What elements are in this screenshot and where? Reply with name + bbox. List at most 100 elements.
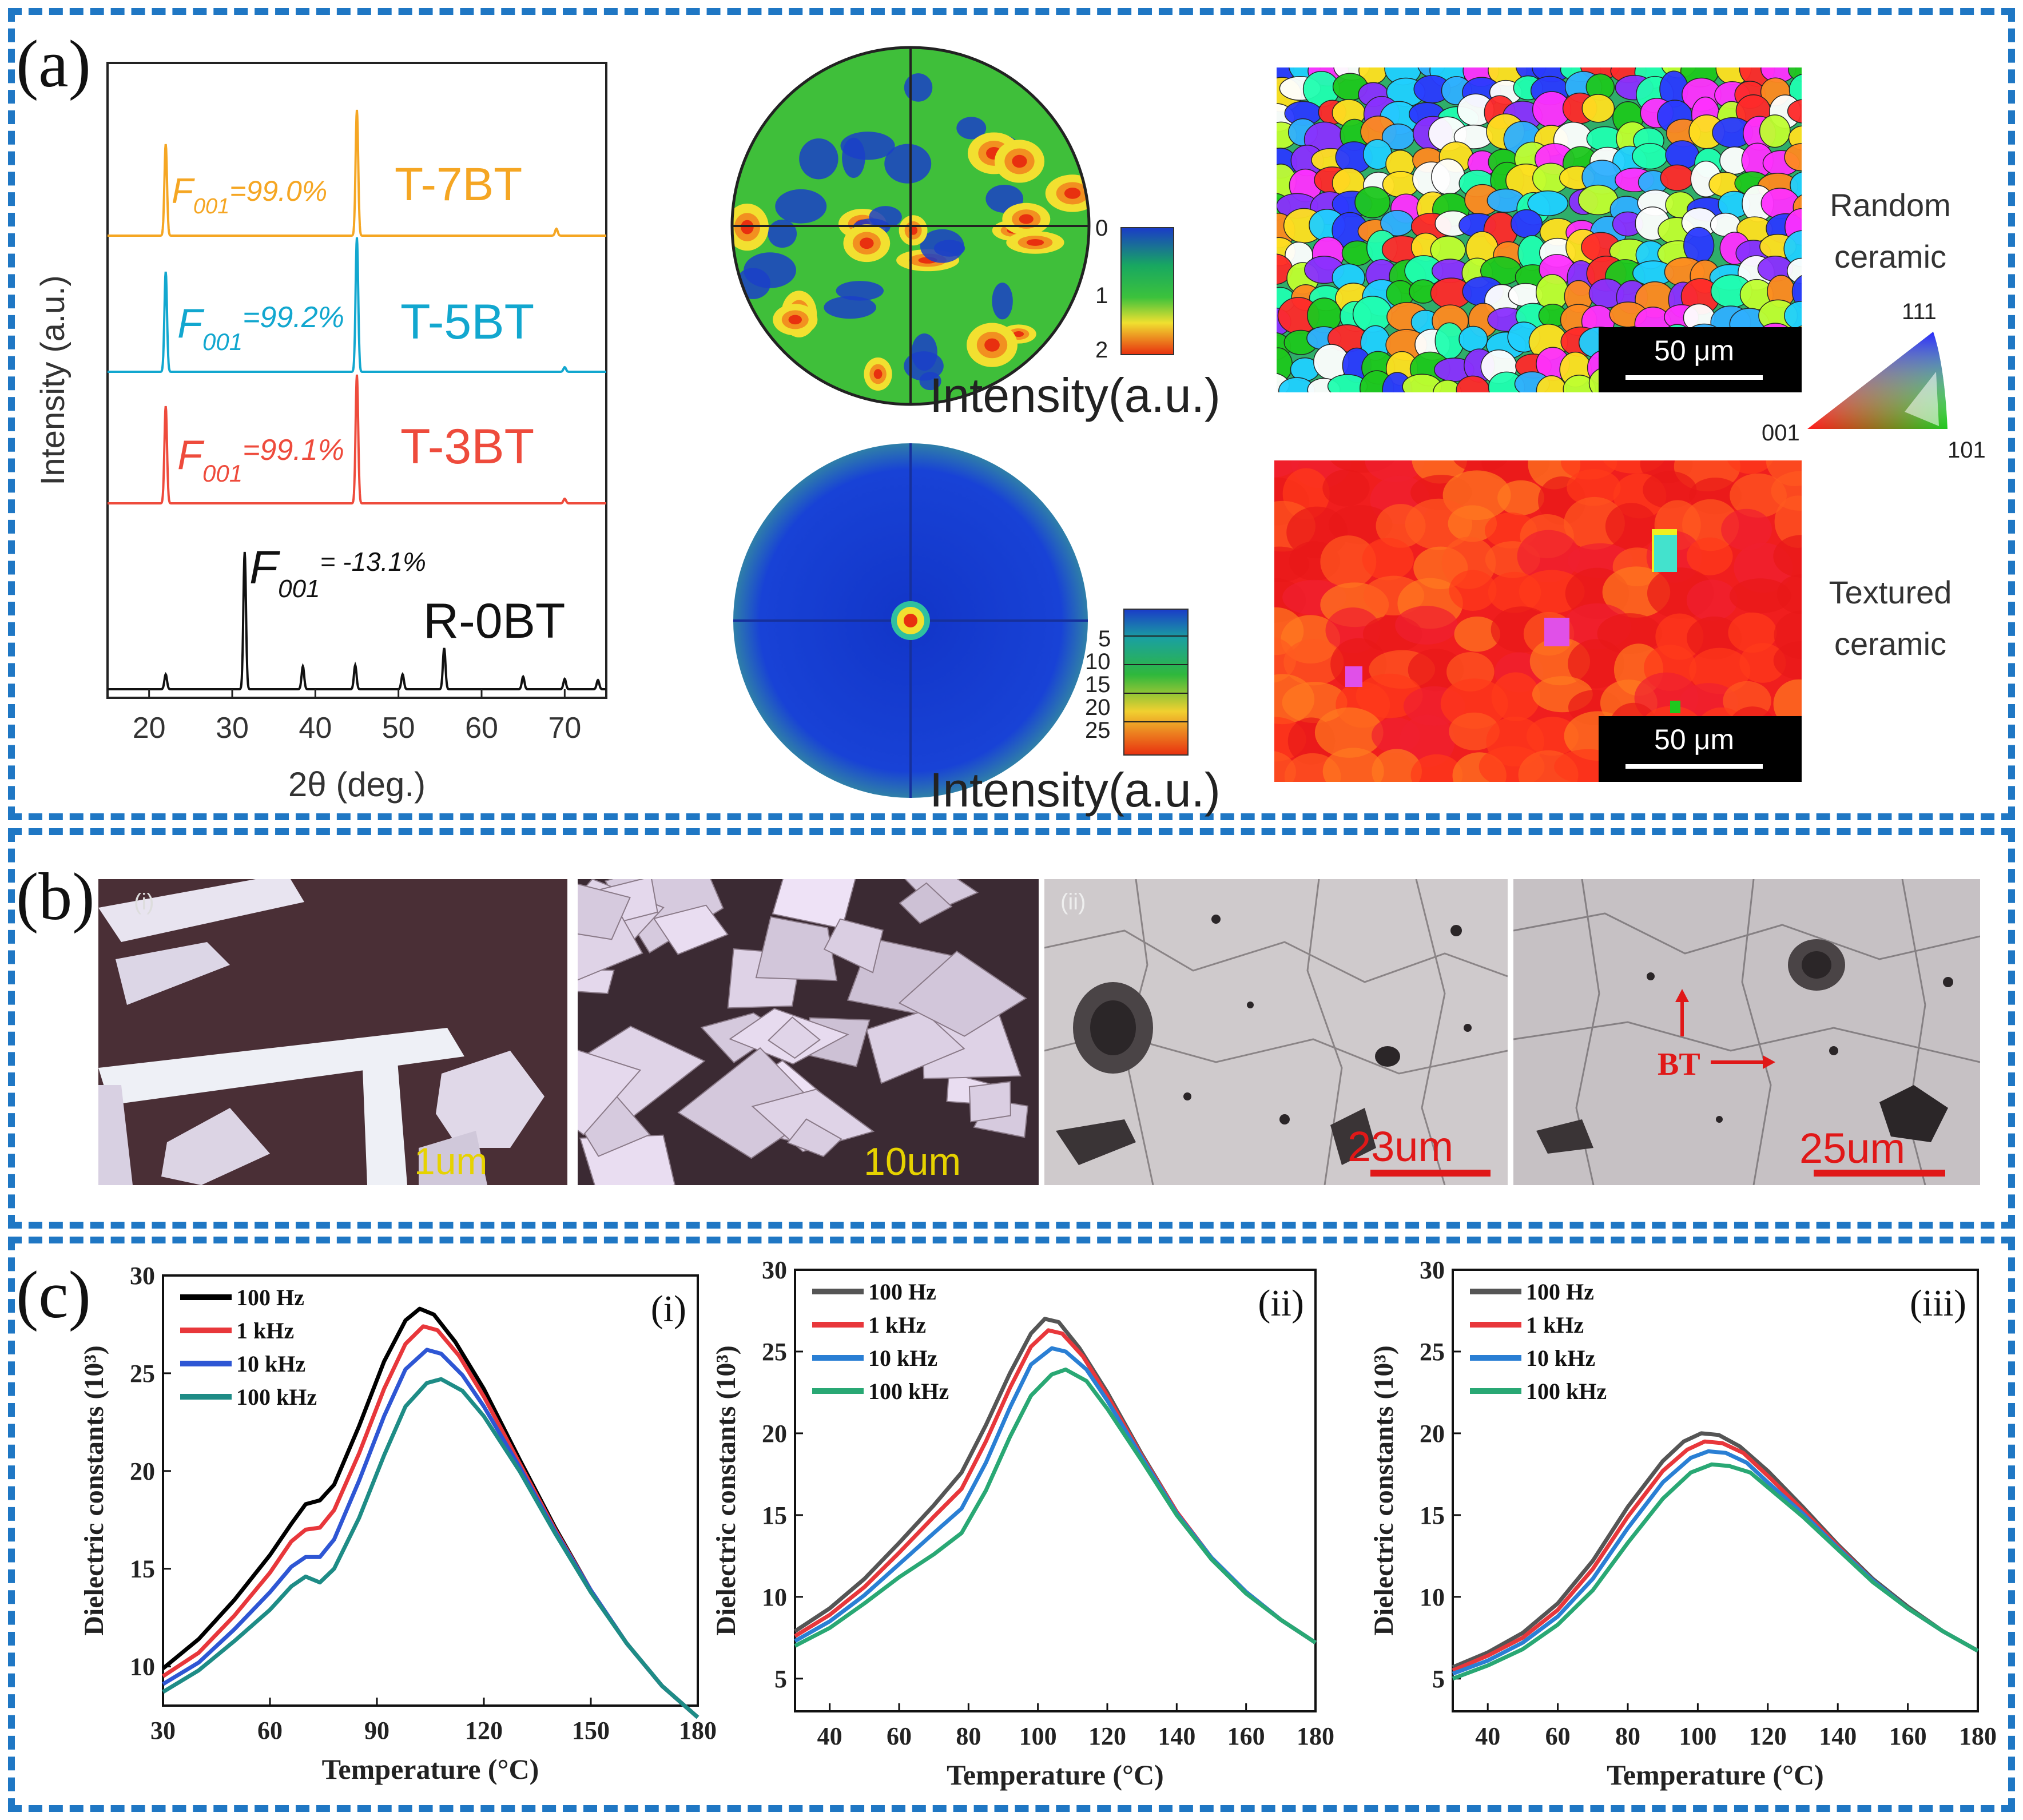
random-color-scale [1120, 227, 1174, 355]
legend-label: 100 Hz [1526, 1279, 1594, 1305]
series-line-10-khz [1452, 1449, 1979, 1676]
legend-label: 10 kHz [236, 1351, 305, 1377]
xrd-label-t5bt: T-5BT [400, 295, 534, 349]
x-tick-label: 180 [679, 1716, 717, 1745]
ipf-label-101: 101 [1948, 438, 1986, 463]
x-tick-label: 30 [150, 1716, 176, 1745]
sem-image-3: (ii) 23um [1044, 879, 1508, 1185]
sem-image-4: BT 25um [1513, 879, 1980, 1185]
x-tick-label: 140 [1158, 1722, 1195, 1750]
chart-frame [794, 1269, 1317, 1712]
y-axis-label: Dielectric constants (10³) [79, 1345, 109, 1636]
y-tick-label: 15 [1420, 1501, 1445, 1529]
x-tick-label: 180 [1959, 1722, 1997, 1750]
legend-label: 100 Hz [868, 1279, 936, 1305]
y-tick-label: 20 [1420, 1420, 1445, 1448]
legend-label: 1 kHz [236, 1318, 294, 1344]
random-intensity-label: Intensity(a.u.) [929, 368, 1221, 422]
chart-frame [1452, 1269, 1979, 1712]
sem-4-bt-label: BT [1658, 1047, 1700, 1082]
sem-3-tag: (ii) [1060, 889, 1086, 915]
xrd-xtick-label: 40 [299, 712, 332, 745]
y-tick-label: 30 [762, 1256, 787, 1284]
xrd-xtick-label: 60 [465, 712, 498, 745]
y-tick-label: 30 [1420, 1256, 1445, 1284]
x-tick-label: 40 [1475, 1722, 1500, 1750]
tex-scale-tick-5: 5 [1098, 626, 1111, 651]
y-tick-label: 20 [130, 1457, 155, 1485]
sem-3-scalebar: 23um [1348, 1123, 1454, 1170]
xrd-xtick-label: 20 [133, 712, 166, 745]
y-tick-label: 5 [1432, 1665, 1445, 1693]
y-tick-label: 20 [762, 1420, 787, 1448]
chart-panel-tag: (iii) [1910, 1282, 1966, 1324]
ipf-label-111: 111 [1902, 299, 1937, 324]
x-tick-label: 100 [1679, 1722, 1716, 1750]
legend-label: 100 kHz [1526, 1378, 1607, 1404]
x-tick-label: 120 [1088, 1722, 1126, 1750]
y-tick-label: 25 [130, 1360, 155, 1388]
xrd-xlabel: 2θ (deg.) [288, 765, 426, 804]
ipf-color-key: 111 001 101 [1762, 299, 1986, 463]
tex-scale-tick-10: 10 [1085, 649, 1111, 674]
ebsd-random-title-2: ceramic [1834, 239, 1946, 275]
ebsd-random-scalebar: 50 μm [1654, 335, 1734, 367]
panel-label-c: (c) [16, 1257, 91, 1332]
y-tick-label: 30 [130, 1262, 155, 1290]
xrd-xtick-label: 30 [216, 712, 249, 745]
x-tick-label: 60 [257, 1716, 283, 1745]
x-tick-label: 80 [956, 1722, 981, 1750]
xrd-trace-t7bt [108, 109, 606, 237]
legend-label: 10 kHz [868, 1345, 937, 1371]
y-tick-label: 5 [774, 1665, 787, 1693]
y-tick-label: 25 [762, 1338, 787, 1366]
legend-label: 10 kHz [1526, 1345, 1595, 1371]
ebsd-random-scalebar-box [1599, 327, 1802, 392]
y-axis-label: Dielectric constants (10³) [1369, 1345, 1399, 1636]
x-axis-label: Temperature (°C) [1607, 1759, 1824, 1791]
y-tick-label: 15 [762, 1501, 787, 1529]
legend-label: 100 Hz [236, 1285, 304, 1310]
xrd-label-t3bt: T-3BT [400, 419, 534, 474]
random-scale-tick-0: 0 [1095, 216, 1108, 241]
xrd-plot-frame [106, 62, 607, 699]
legend-label: 100 kHz [236, 1384, 317, 1410]
x-tick-label: 160 [1889, 1722, 1927, 1750]
textured-color-scale [1123, 609, 1189, 756]
legend-label: 1 kHz [868, 1312, 926, 1338]
xrd-label-r0bt: R-0BT [423, 594, 565, 649]
tex-scale-tick-20: 20 [1085, 695, 1111, 720]
y-tick-label: 10 [762, 1583, 787, 1611]
chart-panel-tag: (ii) [1258, 1282, 1304, 1324]
chart-frame [162, 1274, 699, 1707]
series-line-100-khz [162, 1377, 699, 1719]
ipf-label-001: 001 [1762, 420, 1800, 446]
x-tick-label: 160 [1227, 1722, 1265, 1750]
tex-scale-tick-15: 15 [1085, 672, 1111, 697]
sem-image-1: (i) 1um [98, 879, 567, 1185]
sem-image-2: 10um [578, 879, 1039, 1185]
panel-b-frame [8, 828, 2015, 1229]
panel-c-frame [8, 1237, 2015, 1812]
chart-panel-tag: (i) [651, 1288, 686, 1330]
x-axis-label: Temperature (°C) [322, 1753, 539, 1785]
panel-a-frame [8, 8, 2015, 820]
random-scale-tick-2: 2 [1095, 337, 1108, 363]
x-tick-label: 140 [1819, 1722, 1857, 1750]
ebsd-textured-title-2: ceramic [1834, 626, 1946, 662]
textured-intensity-label: Intensity(a.u.) [929, 763, 1221, 817]
x-tick-label: 80 [1615, 1722, 1640, 1750]
textured-pole-figure [733, 443, 1088, 798]
xrd-f001-r0bt: F001= -13.1% [249, 542, 426, 603]
x-tick-label: 40 [817, 1722, 842, 1750]
panel-label-a: (a) [16, 26, 91, 101]
sem-4-scalebar: 25um [1799, 1124, 1906, 1172]
sem-2-scalebar: 10um [864, 1140, 961, 1183]
sem-1-scalebar: 1um [414, 1140, 488, 1182]
ebsd-textured-scalebar-box [1599, 716, 1802, 782]
x-tick-label: 150 [572, 1716, 610, 1745]
